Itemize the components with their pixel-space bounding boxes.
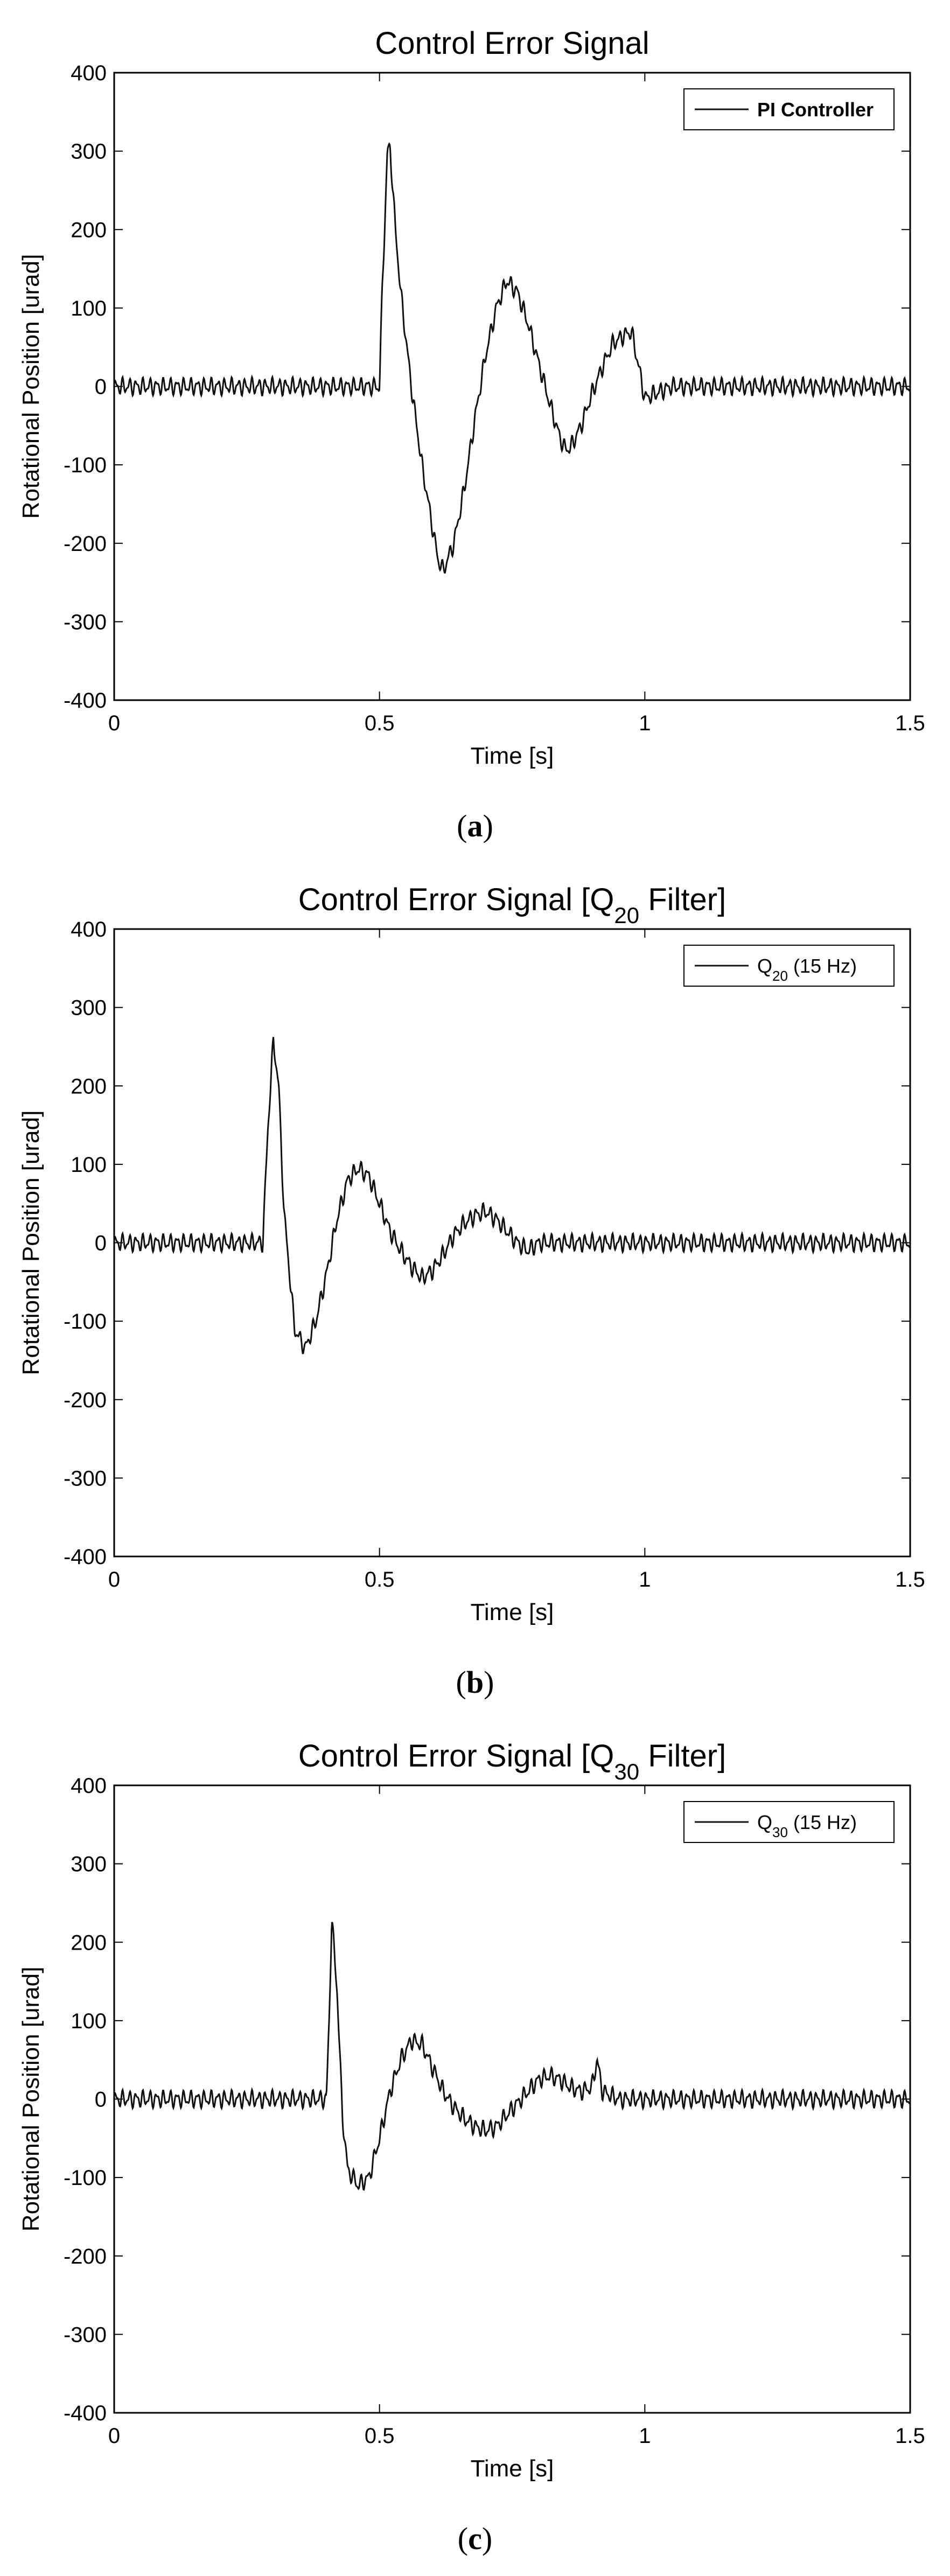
caption-b-label: b — [466, 1665, 484, 1700]
y-tick-label: -300 — [64, 610, 107, 634]
y-tick-label: 0 — [95, 2088, 107, 2112]
x-tick-label: 1.5 — [895, 711, 925, 735]
x-tick-label: 0.5 — [365, 2424, 395, 2448]
x-axis-label: Time [s] — [471, 1599, 554, 1625]
y-tick-label: 300 — [71, 140, 107, 164]
y-tick-label: -400 — [64, 1545, 107, 1569]
x-tick-label: 1 — [639, 711, 651, 735]
caption-c: (c) — [457, 2521, 493, 2556]
y-tick-label: 300 — [71, 996, 107, 1020]
chart-panel-b: Control Error Signal [Q20 Filter] 400 300 2… — [0, 856, 950, 1713]
y-tick-label: -300 — [64, 2323, 107, 2347]
y-tick-label: -200 — [64, 532, 107, 556]
legend-label: PI Controller — [757, 99, 874, 121]
plot-frame — [113, 1784, 911, 2414]
x-tick-label: 1.5 — [895, 1568, 925, 1591]
legend-box — [683, 88, 895, 130]
y-tick-label: 300 — [71, 1853, 107, 1876]
y-tick-label: -100 — [64, 453, 107, 477]
y-axis-label: Rotational Position [urad] — [18, 1111, 44, 1376]
chart-title: Control Error Signal — [375, 26, 649, 61]
legend-label: Q20 (15 Hz) — [757, 955, 857, 984]
x-tick-label: 0.5 — [365, 1568, 395, 1591]
y-tick-label: 400 — [71, 918, 107, 941]
y-tick-label: 100 — [71, 297, 107, 320]
x-tick-label: 1 — [639, 2424, 651, 2448]
y-tick-label: 400 — [71, 61, 107, 85]
y-axis-label: Rotational Position [urad] — [18, 254, 44, 519]
chart-title: Control Error Signal [Q20 Filter] — [298, 882, 727, 928]
x-tick-label: 0 — [108, 711, 120, 735]
x-tick-label: 0.5 — [365, 711, 395, 735]
y-tick-label: 400 — [71, 1774, 107, 1798]
caption-a: (a) — [457, 808, 493, 843]
y-tick-label: -200 — [64, 1388, 107, 1412]
y-tick-label: 200 — [71, 218, 107, 242]
y-tick-label: 100 — [71, 2009, 107, 2033]
chart-panel-a: Control Error Signal 400 300 200 100 0 -100 -20… — [0, 0, 950, 856]
chart-a-svg: Control Error Signal 400 300 200 100 0 -100 -20… — [18, 26, 925, 769]
y-axis-label: Rotational Position [urad] — [18, 1967, 44, 2232]
legend-label: Q30 (15 Hz) — [757, 1811, 857, 1840]
chart-b-svg: Control Error Signal [Q20 Filter] 400 300 2… — [18, 882, 925, 1625]
y-tick-label: 200 — [71, 1074, 107, 1098]
y-tick-label: -300 — [64, 1467, 107, 1490]
y-tick-label: 0 — [95, 1232, 107, 1255]
x-tick-label: 0 — [108, 1568, 120, 1591]
chart-panel-c: Control Error Signal [Q30 Filter] 400 300 2… — [0, 1713, 950, 2576]
caption-c-label: c — [468, 2521, 482, 2556]
y-tick-label: 100 — [71, 1153, 107, 1177]
x-tick-label: 1 — [639, 1568, 651, 1591]
y-tick-label: 200 — [71, 1931, 107, 1954]
y-tick-label: -100 — [64, 2166, 107, 2190]
x-axis-label: Time [s] — [471, 2455, 554, 2482]
series-line — [113, 1037, 911, 1355]
y-tick-label: -400 — [64, 2402, 107, 2425]
series-line — [113, 1922, 911, 2191]
caption-b: (b) — [456, 1665, 494, 1700]
x-axis-label: Time [s] — [471, 743, 554, 769]
y-tick-label: -100 — [64, 1310, 107, 1334]
chart-title: Control Error Signal [Q30 Filter] — [298, 1739, 727, 1784]
y-tick-label: -200 — [64, 2245, 107, 2268]
series-line — [113, 142, 911, 574]
y-tick-label: -400 — [64, 689, 107, 713]
x-tick-label: 1.5 — [895, 2424, 925, 2448]
plot-frame — [113, 72, 911, 701]
chart-c-svg: Control Error Signal [Q30 Filter] 400 300 2… — [18, 1739, 925, 2482]
x-tick-label: 0 — [108, 2424, 120, 2448]
plot-frame — [113, 928, 911, 1558]
caption-a-label: a — [467, 808, 483, 843]
y-tick-label: 0 — [95, 375, 107, 399]
